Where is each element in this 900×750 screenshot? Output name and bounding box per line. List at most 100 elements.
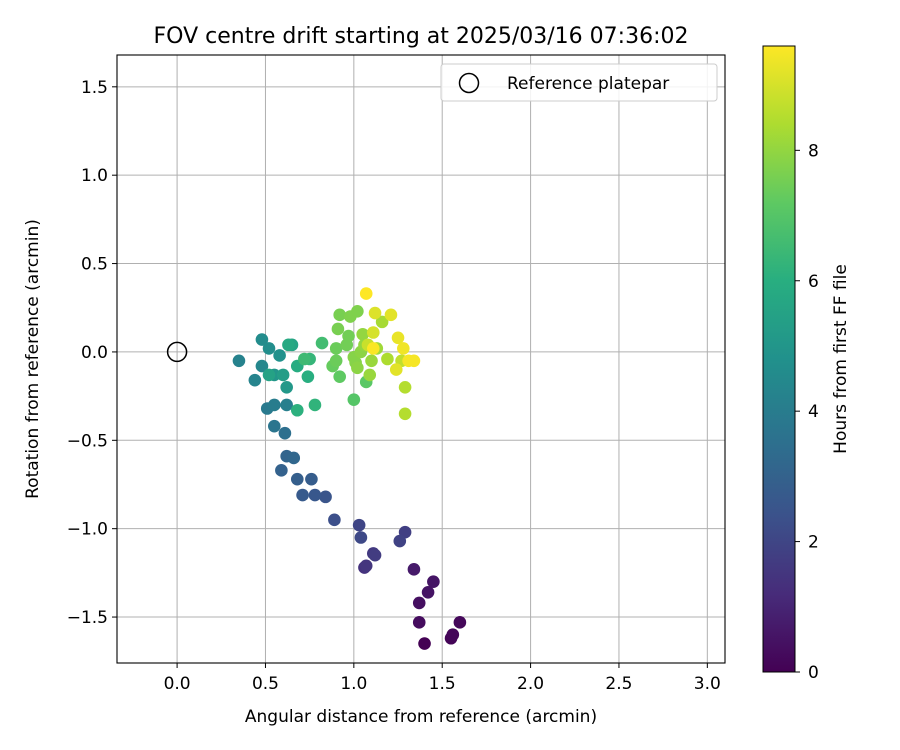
data-point <box>342 329 355 343</box>
data-point <box>398 407 412 421</box>
colorbar-tick-label: 6 <box>808 272 819 292</box>
data-point <box>298 352 311 366</box>
data-point <box>412 616 426 629</box>
colorbar-ticks: 0 2 4 6 8 <box>795 141 819 683</box>
data-point <box>282 338 295 352</box>
x-tick-label: 0.5 <box>252 674 279 694</box>
legend-reference-marker <box>458 72 480 94</box>
data-point <box>352 518 366 532</box>
data-point <box>393 534 407 548</box>
data-point <box>351 304 364 318</box>
y-axis-label: Rotation from reference (arcmin) <box>23 219 43 499</box>
data-point <box>331 322 345 336</box>
data-point <box>319 490 332 504</box>
data-point <box>255 359 269 373</box>
data-point <box>333 370 346 383</box>
data-point <box>276 368 290 382</box>
colorbar: 0 2 4 6 8 Hours from first FF file <box>762 45 851 683</box>
reference-marker-layer <box>166 341 188 363</box>
y-tick-label: −0.5 <box>67 431 108 451</box>
data-point <box>248 373 262 387</box>
data-point <box>421 586 435 599</box>
grid <box>117 55 725 663</box>
x-axis-ticks: 0.0 0.5 1.0 1.5 2.0 2.5 3.0 <box>164 663 721 694</box>
data-point <box>268 398 281 412</box>
data-point <box>397 342 410 355</box>
data-point <box>255 333 269 346</box>
data-point <box>280 380 293 394</box>
data-point <box>290 403 304 417</box>
data-point <box>384 308 398 322</box>
data-point <box>398 380 412 394</box>
data-point <box>347 393 361 406</box>
data-point <box>381 352 394 366</box>
data-point <box>287 451 301 465</box>
data-point <box>308 488 322 502</box>
colorbar-tick-label: 2 <box>808 533 819 553</box>
y-axis-ticks: −1.5 −1.0 −0.5 0.0 0.5 1.0 1.5 <box>67 78 117 628</box>
colorbar-label: Hours from first FF file <box>831 264 851 454</box>
x-axis-label: Angular distance from reference (arcmin) <box>245 707 597 727</box>
legend-label: Reference platepar <box>507 74 669 94</box>
data-point <box>275 464 288 477</box>
x-tick-label: 2.0 <box>517 674 544 694</box>
data-point <box>329 342 343 355</box>
data-point <box>368 548 382 562</box>
plot-frame <box>116 54 726 664</box>
data-point <box>308 398 322 412</box>
data-point <box>354 531 368 544</box>
x-tick-label: 3.0 <box>694 674 721 694</box>
reference-point-marker <box>166 341 188 363</box>
data-point <box>389 363 403 376</box>
data-point <box>359 287 373 300</box>
data-point <box>407 563 421 576</box>
data-point <box>290 472 304 486</box>
data-point <box>305 472 318 486</box>
data-point <box>359 559 373 573</box>
data-point <box>333 308 346 322</box>
x-tick-label: 0.0 <box>164 674 191 694</box>
y-tick-label: 1.5 <box>81 78 108 98</box>
data-point <box>273 349 286 362</box>
data-point <box>407 354 421 368</box>
data-point <box>296 488 309 502</box>
data-point <box>391 331 405 345</box>
data-point <box>278 426 292 440</box>
data-point <box>365 354 378 368</box>
y-tick-label: −1.5 <box>67 608 108 628</box>
data-point <box>446 628 460 642</box>
colorbar-tick-label: 4 <box>808 402 819 422</box>
legend-box <box>440 63 718 102</box>
chart-title: FOV centre drift starting at 2025/03/16 … <box>154 24 689 49</box>
data-point <box>366 326 380 339</box>
data-point <box>363 368 377 382</box>
data-point <box>328 513 341 527</box>
data-point <box>280 398 293 412</box>
y-tick-label: 1.0 <box>81 166 108 186</box>
data-point <box>366 342 380 355</box>
colorbar-gradient <box>762 45 796 673</box>
x-tick-label: 2.5 <box>605 674 632 694</box>
y-tick-label: 0.0 <box>81 343 108 363</box>
data-point <box>418 637 431 650</box>
x-tick-label: 1.0 <box>340 674 367 694</box>
x-tick-label: 1.5 <box>429 674 456 694</box>
data-point <box>301 370 315 383</box>
data-point <box>368 306 382 320</box>
data-point <box>453 616 467 629</box>
data-point <box>427 575 440 588</box>
colorbar-tick-label: 0 <box>808 663 819 683</box>
legend: Reference platepar <box>440 63 718 102</box>
data-point <box>262 342 276 355</box>
y-tick-label: −1.0 <box>67 520 108 540</box>
data-point <box>268 419 281 433</box>
data-point <box>232 354 246 368</box>
data-point <box>329 354 343 368</box>
data-point <box>351 361 364 375</box>
data-point <box>315 336 329 350</box>
data-point <box>375 315 389 329</box>
colorbar-tick-label: 8 <box>808 141 819 161</box>
y-tick-label: 0.5 <box>81 255 108 275</box>
data-point <box>356 327 369 341</box>
